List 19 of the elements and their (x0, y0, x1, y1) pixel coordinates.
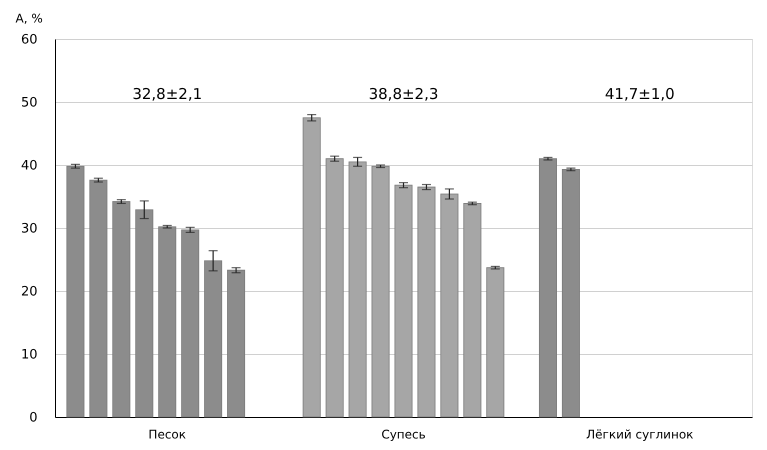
x-tick-label: Лёгкий суглинок (586, 428, 694, 442)
y-tick-label: 0 (29, 410, 38, 426)
annotation: 41,7±1,0 (604, 85, 675, 103)
annotation: 32,8±2,1 (132, 85, 202, 103)
bar (562, 169, 580, 418)
y-tick-label: 30 (20, 222, 38, 236)
bar (89, 180, 108, 418)
y-tick-label: 10 (20, 348, 38, 362)
y-tick-label: 50 (20, 96, 38, 110)
bar (538, 158, 557, 418)
bar (66, 166, 84, 418)
y-tick-label: 40 (20, 158, 38, 174)
annotation: 38,8±2,3 (368, 85, 438, 103)
x-tick-label: Супесь (381, 428, 426, 442)
y-tick-label: 20 (20, 284, 38, 300)
x-tick-label: Песок (148, 428, 186, 442)
y-axis-title: A, % (16, 12, 43, 26)
bar (486, 267, 504, 418)
y-tick-label: 60 (20, 32, 38, 48)
